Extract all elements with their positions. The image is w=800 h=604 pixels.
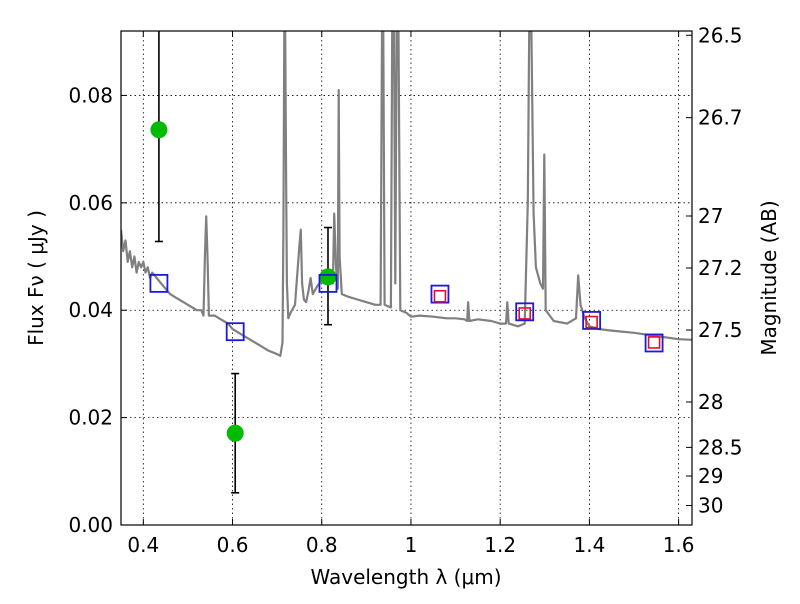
x-axis-ticks: 0.4 0.6 0.8 1 1.2 1.4 1.6 bbox=[127, 31, 695, 557]
x-axis-label: Wavelength λ (μm) bbox=[310, 565, 501, 589]
x-tick-label: 0.4 bbox=[127, 533, 159, 557]
plot-frame bbox=[120, 30, 693, 526]
y2-tick-label: 27.5 bbox=[698, 318, 743, 342]
model-flux-box bbox=[644, 333, 664, 353]
x-tick-label: 1 bbox=[405, 533, 418, 557]
y-tick-label: 0.04 bbox=[68, 298, 113, 322]
y-axis-ticks: 0.00 0.02 0.04 0.06 0.08 bbox=[68, 83, 127, 537]
y2-axis-ticks: 26.5 26.7 27 27.2 27.5 28 28.5 29 30 bbox=[686, 23, 743, 518]
x-tick-label: 1.4 bbox=[573, 533, 605, 557]
y-tick-label: 0.02 bbox=[68, 406, 113, 430]
y2-tick-label: 26.5 bbox=[698, 23, 743, 47]
y2-axis-label: Magnitude (AB) bbox=[757, 200, 781, 355]
markers bbox=[149, 121, 664, 442]
model-inner-box bbox=[585, 315, 598, 329]
model-flux-box bbox=[430, 284, 450, 304]
y-axis-label: Flux Fν ( μJy ) bbox=[24, 210, 48, 346]
observed-point bbox=[226, 424, 244, 442]
x-tick-label: 0.8 bbox=[306, 533, 338, 557]
model-flux-box bbox=[149, 273, 169, 293]
x-tick-label: 1.6 bbox=[663, 533, 695, 557]
model-flux-box bbox=[225, 322, 245, 342]
y-tick-label: 0.08 bbox=[68, 83, 113, 107]
model-flux-box bbox=[582, 311, 602, 330]
plot-area bbox=[121, 31, 692, 357]
y2-tick-label: 27 bbox=[698, 204, 723, 228]
y2-tick-label: 29 bbox=[698, 464, 723, 488]
model-inner-box bbox=[433, 289, 447, 303]
observed-point bbox=[319, 268, 337, 286]
model-inner-box bbox=[518, 307, 532, 320]
x-tick-label: 0.6 bbox=[217, 533, 249, 557]
error-bars bbox=[154, 31, 332, 494]
y-tick-label: 0.06 bbox=[68, 191, 113, 215]
y2-tick-label: 26.7 bbox=[698, 106, 743, 130]
y2-tick-label: 30 bbox=[698, 494, 723, 518]
y2-tick-label: 28.5 bbox=[698, 435, 743, 459]
y2-tick-label: 27.2 bbox=[698, 256, 743, 280]
x-tick-label: 1.2 bbox=[484, 533, 516, 557]
model-flux-box bbox=[318, 273, 338, 293]
y-tick-label: 0.00 bbox=[68, 513, 113, 537]
model-inner-box bbox=[647, 336, 661, 349]
observed-point bbox=[150, 121, 168, 139]
template-spectrum-line bbox=[121, 31, 692, 357]
model-flux-box bbox=[515, 302, 535, 322]
y2-tick-label: 28 bbox=[698, 390, 723, 414]
grid-lines bbox=[121, 31, 692, 525]
